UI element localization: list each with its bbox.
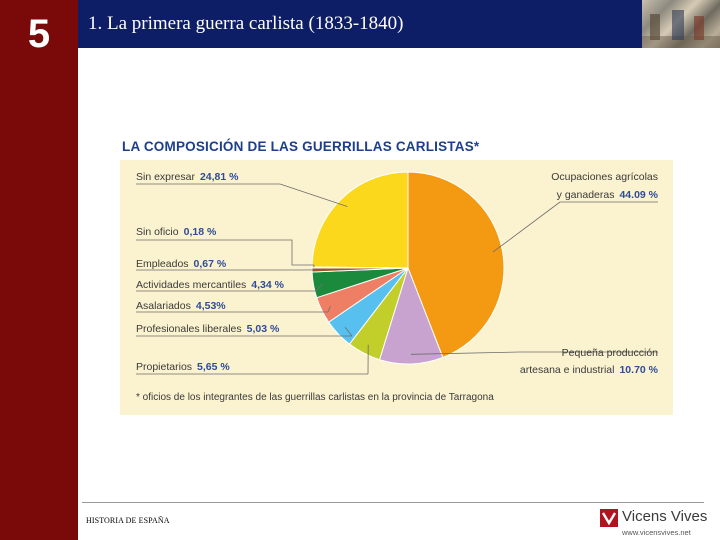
- pie-slice-0: [407, 171, 505, 359]
- slice-label-text: Empleados: [136, 258, 189, 270]
- slide-title: 1. La primera guerra carlista (1833-1840…: [88, 13, 404, 34]
- leader-line-5: [315, 283, 324, 292]
- leader-line-1: [410, 351, 521, 355]
- slice-label-1-line-0: Pequeña producción: [562, 347, 658, 359]
- leader-line-4: [327, 305, 331, 313]
- vicens-vives-logo-icon: [600, 509, 618, 527]
- slice-value: 4,34 %: [251, 279, 284, 291]
- slice-label-3-line-0: Profesionales liberales 5,03 %: [136, 323, 280, 335]
- leader-line-3: [344, 327, 353, 337]
- slice-value: 10.70 %: [619, 364, 658, 376]
- header-painting-image: [642, 0, 720, 48]
- footer-text: HISTORIA DE ESPAÑA: [86, 516, 170, 525]
- slice-label-7-line-0: Sin oficio 0,18 %: [136, 226, 217, 238]
- slice-label-text: Ocupaciones agrícolas: [551, 171, 658, 183]
- slice-label-0-line-0: Ocupaciones agrícolas: [551, 171, 658, 183]
- slice-label-text: Pequeña producción: [562, 347, 658, 359]
- logo-name: Vicens Vives: [622, 508, 708, 525]
- leader-line-0: [492, 201, 561, 253]
- slice-label-text: Propietarios: [136, 361, 192, 373]
- slice-value: 0,67 %: [194, 258, 227, 270]
- chart-panel: Ocupaciones agrícolas y ganaderas 44.09 % P…: [120, 160, 673, 415]
- leader-line-8: [279, 183, 348, 207]
- slice-value: 24,81 %: [200, 171, 239, 183]
- slide-header: 1. La primera guerra carlista (1833-1840…: [78, 0, 642, 48]
- slice-label-0-line-1: y ganaderas 44.09 %: [557, 189, 659, 201]
- slice-label-2-line-0: Propietarios 5,65 %: [136, 361, 230, 373]
- slice-label-text: Actividades mercantiles: [136, 279, 246, 291]
- footer-divider: [82, 502, 704, 503]
- publisher-logo: Vicens Vives www.vicensvives.net: [600, 507, 708, 539]
- slice-label-text: Sin expresar: [136, 171, 195, 183]
- pie-slice-8: [311, 171, 409, 269]
- slice-label-text: Profesionales liberales: [136, 323, 242, 335]
- slice-label-text: artesana e industrial: [520, 364, 615, 376]
- slice-label-text: Asalariados: [136, 300, 191, 312]
- slice-label-1-line-1: artesana e industrial 10.70 %: [520, 364, 659, 376]
- slice-value: 44.09 %: [619, 189, 658, 201]
- slice-label-text: y ganaderas: [557, 189, 615, 201]
- slice-label-5-line-0: Actividades mercantiles 4,34 %: [136, 279, 285, 291]
- slice-label-6-line-0: Empleados 0,67 %: [136, 258, 227, 270]
- slice-label-8-line-0: Sin expresar 24,81 %: [136, 171, 239, 183]
- chapter-sidebar: 5: [0, 0, 78, 540]
- slice-value: 0,18 %: [184, 226, 217, 238]
- chart-footnote: * oficios de los integrantes de las guer…: [136, 392, 494, 403]
- slice-label-text: Sin oficio: [136, 226, 179, 238]
- slice-value: 5,03 %: [247, 323, 280, 335]
- slice-label-4-line-0: Asalariados 4,53%: [136, 300, 226, 312]
- chart-title: LA COMPOSICIÓN DE LAS GUERRILLAS CARLIST…: [122, 139, 480, 154]
- chapter-number: 5: [27, 12, 51, 56]
- label-underline-7: [136, 239, 314, 266]
- slice-value: 4,53%: [196, 300, 226, 312]
- slice-value: 5,65 %: [197, 361, 230, 373]
- logo-url: www.vicensvives.net: [622, 528, 691, 537]
- pie-chart: Ocupaciones agrícolas y ganaderas 44.09 % P…: [136, 171, 659, 403]
